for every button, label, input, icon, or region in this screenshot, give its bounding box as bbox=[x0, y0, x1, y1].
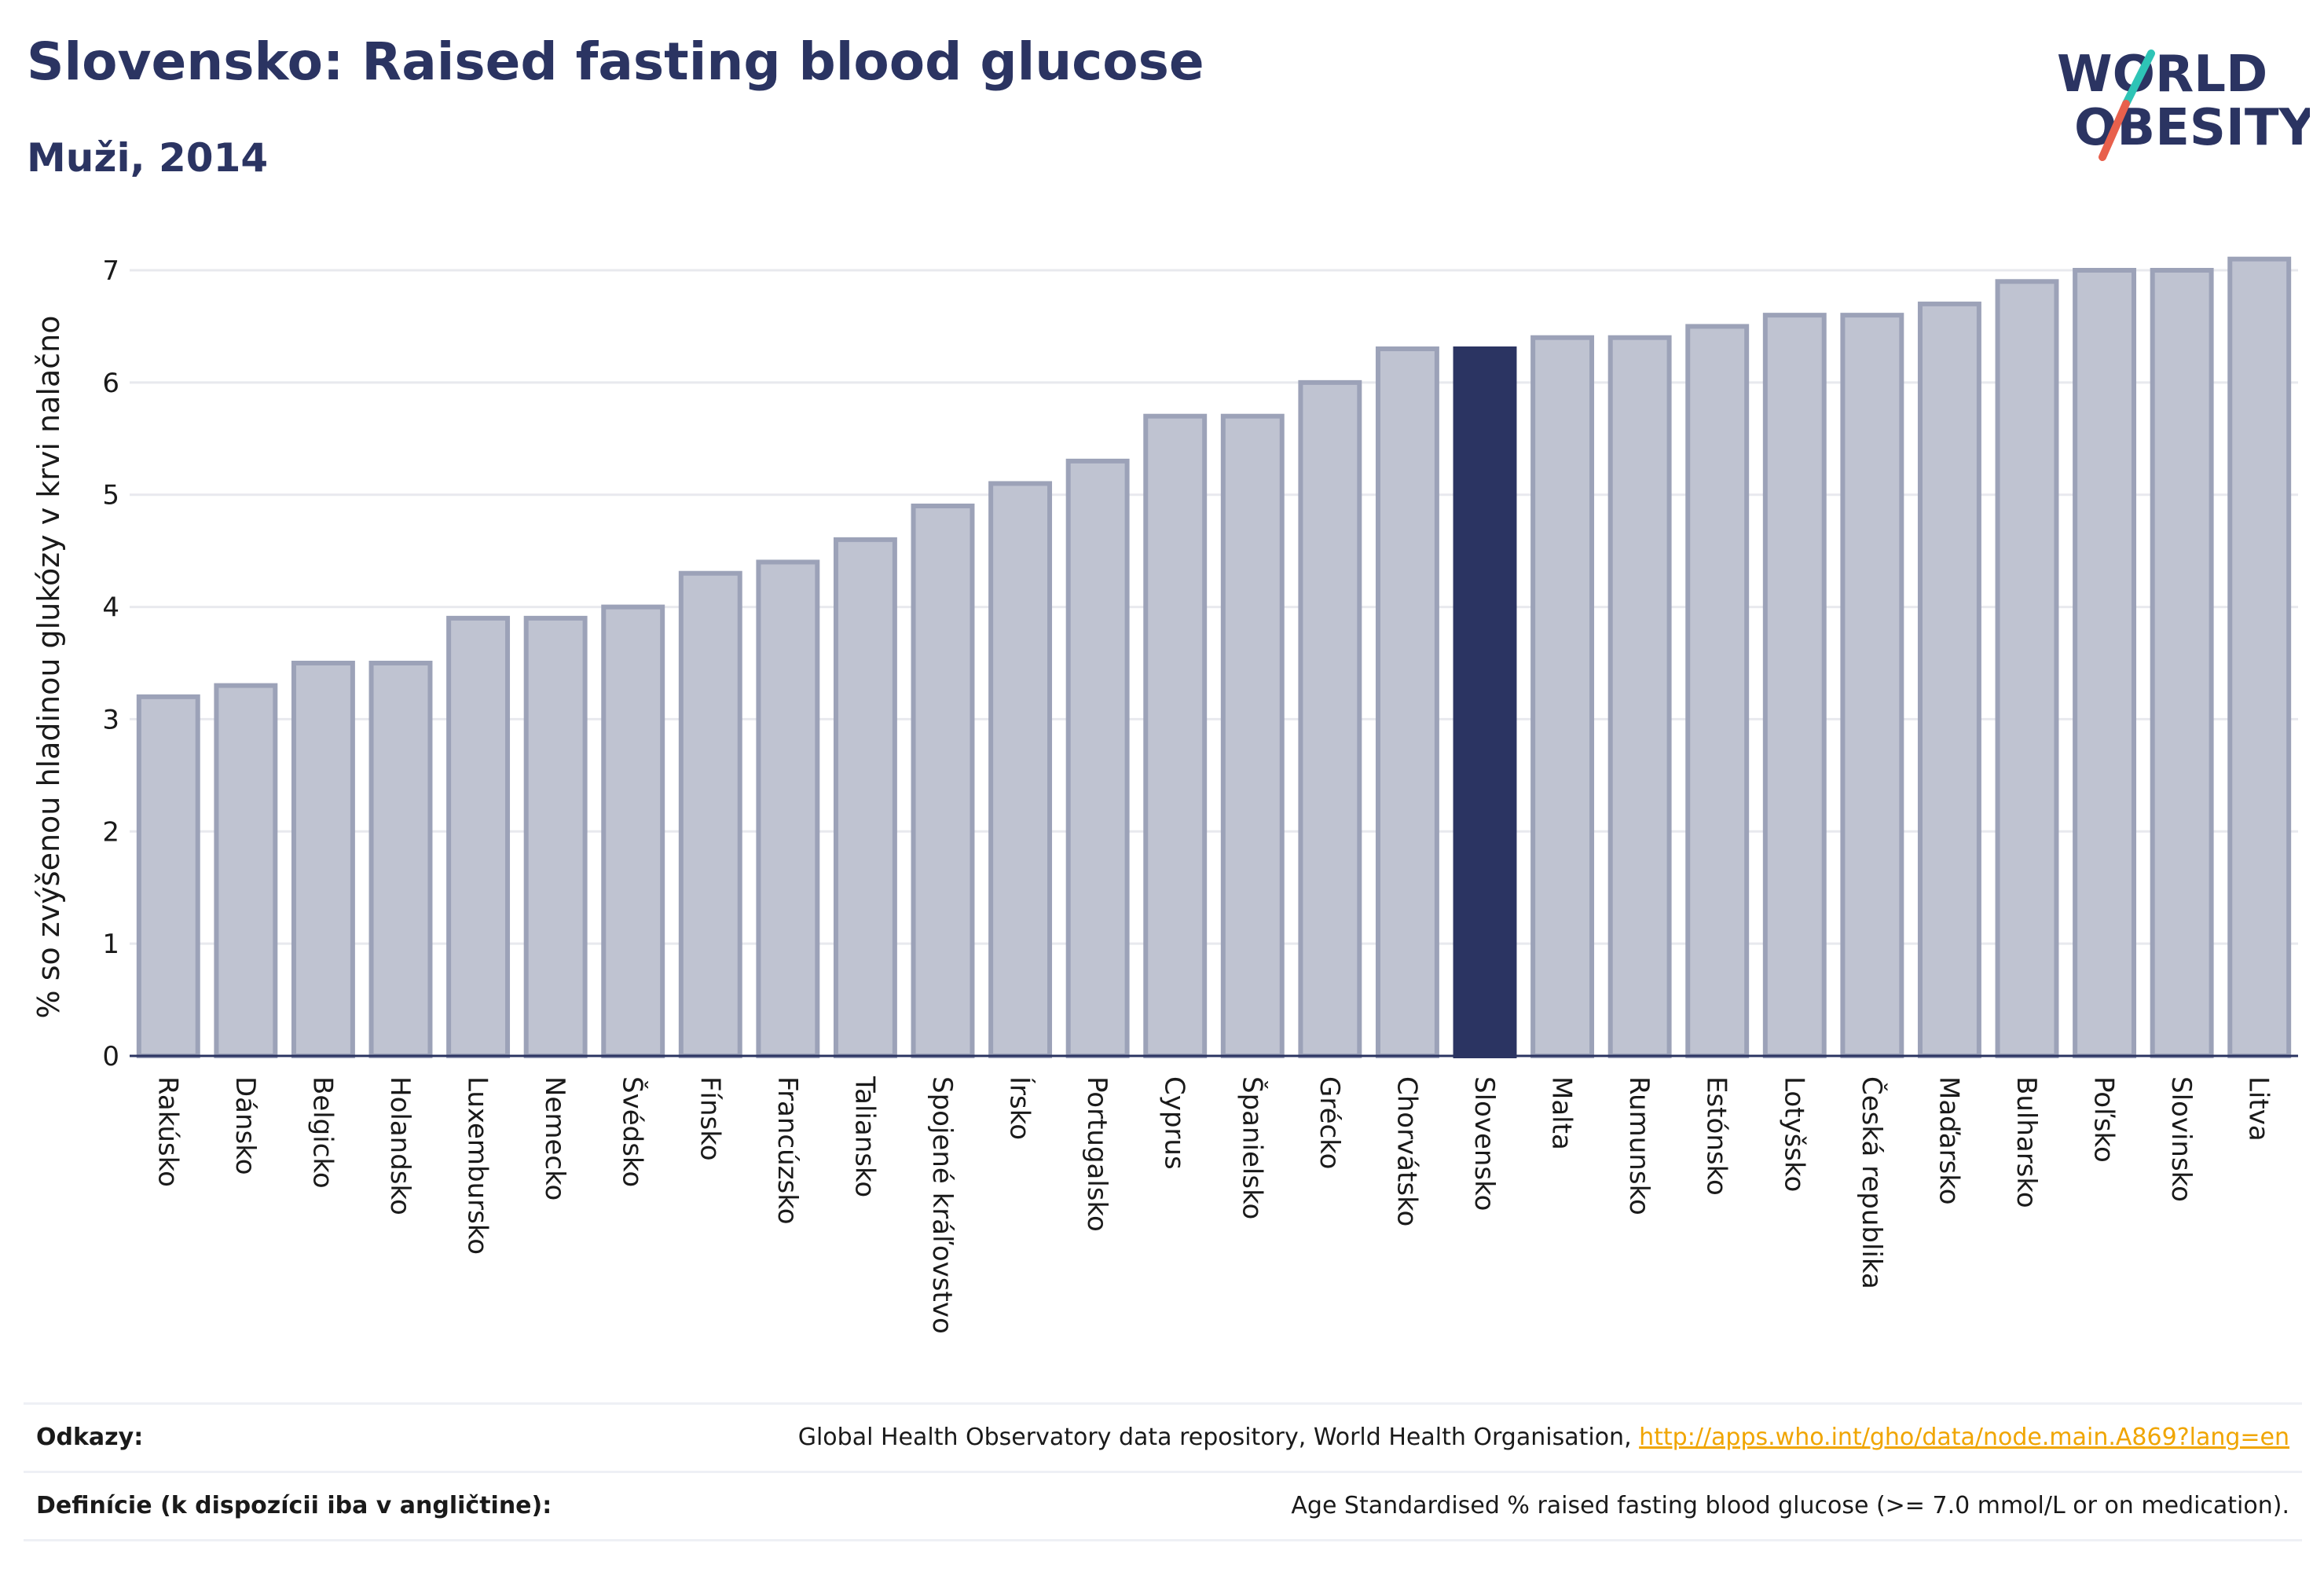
y-tick-label: 3 bbox=[102, 704, 119, 735]
x-tick-label: Írsko bbox=[1004, 1076, 1036, 1140]
bar-maďarsko[interactable] bbox=[1917, 301, 1981, 1059]
x-tick-label: Luxembursko bbox=[462, 1076, 493, 1255]
sources-text: Global Health Observatory data repositor… bbox=[797, 1424, 1640, 1451]
x-tick-label: Grécko bbox=[1314, 1076, 1345, 1169]
x-tick-label: Švédsko bbox=[617, 1076, 649, 1187]
bar-portugalsko[interactable] bbox=[1065, 458, 1130, 1058]
x-tick-label: Slovinsko bbox=[2165, 1076, 2197, 1202]
y-tick-label: 4 bbox=[102, 592, 119, 624]
footer: Odkazy: Global Health Observatory data r… bbox=[24, 1402, 2302, 1541]
bar-malta[interactable] bbox=[1530, 335, 1595, 1058]
bar-poľsko[interactable] bbox=[2073, 268, 2137, 1058]
x-tick-label: Litva bbox=[2243, 1076, 2275, 1142]
bar-luxembursko[interactable] bbox=[446, 615, 511, 1058]
x-axis-labels: Rakúsko Dánsko Belgicko Holandsko Luxembursk… bbox=[152, 1076, 2274, 1334]
x-tick-label: Fínsko bbox=[694, 1076, 725, 1161]
x-tick-label: Rakúsko bbox=[152, 1076, 183, 1187]
bar-rumunsko[interactable] bbox=[1607, 335, 1672, 1058]
bar-bulharsko[interactable] bbox=[1995, 279, 2059, 1058]
bar-holandsko[interactable] bbox=[368, 661, 433, 1058]
definitions-value: Age Standardised % raised fasting blood … bbox=[1291, 1492, 2289, 1519]
y-tick-label: 7 bbox=[102, 255, 119, 287]
x-tick-label: Taliansko bbox=[849, 1076, 880, 1197]
definitions-row: Definície (k dispozícii iba v angličtine… bbox=[24, 1471, 2302, 1541]
bar-belgicko[interactable] bbox=[291, 661, 355, 1058]
sources-link[interactable]: http://apps.who.int/gho/data/node.main.A… bbox=[1639, 1424, 2289, 1451]
x-tick-label: Maďarsko bbox=[1933, 1076, 1964, 1205]
x-tick-label: Estónsko bbox=[1701, 1076, 1732, 1196]
bar-dánsko[interactable] bbox=[214, 683, 278, 1058]
x-tick-label: Bulharsko bbox=[2011, 1076, 2042, 1208]
bars bbox=[136, 256, 2292, 1059]
definitions-label: Definície (k dispozícii iba v angličtine… bbox=[36, 1492, 552, 1519]
y-axis-label: % so zvýšenou hladinou glukózy v krvi na… bbox=[31, 316, 66, 1019]
logo-slash-red bbox=[2099, 100, 2130, 161]
bar-švédsko[interactable] bbox=[601, 604, 665, 1058]
x-tick-label: Spojené kráľovstvo bbox=[926, 1076, 958, 1334]
x-tick-label: Portugalsko bbox=[1081, 1076, 1113, 1232]
bar-lotyšsko[interactable] bbox=[1762, 313, 1827, 1058]
bar-rakúsko[interactable] bbox=[136, 694, 200, 1058]
bar-nemecko[interactable] bbox=[523, 615, 588, 1058]
world-obesity-logo[interactable]: WORLD OBESITY bbox=[2051, 38, 2310, 171]
bar-slovensko[interactable] bbox=[1453, 346, 1517, 1058]
x-tick-label: Slovensko bbox=[1468, 1076, 1500, 1211]
y-tick-label: 2 bbox=[102, 816, 119, 848]
x-tick-label: Francúzsko bbox=[772, 1076, 803, 1225]
x-tick-label: Cyprus bbox=[1159, 1076, 1190, 1170]
x-tick-label: Belgicko bbox=[306, 1076, 338, 1189]
y-tick-label: 6 bbox=[102, 368, 119, 399]
bar-česká-republika[interactable] bbox=[1840, 313, 1904, 1058]
x-tick-label: Nemecko bbox=[539, 1076, 570, 1200]
bar-írsko[interactable] bbox=[988, 481, 1053, 1058]
chart-title: Slovensko: Raised fasting blood glucose bbox=[27, 31, 1204, 92]
bar-chart: 0 1 2 3 4 5 6 7 Rakúsko Dánsko Belgicko Holandsko L… bbox=[31, 255, 2298, 1334]
y-tick-label: 1 bbox=[102, 929, 119, 960]
bar-chorvátsko[interactable] bbox=[1375, 346, 1439, 1058]
x-tick-label: Rumunsko bbox=[1623, 1076, 1655, 1215]
x-tick-label: Španielsko bbox=[1236, 1076, 1268, 1219]
bar-litva[interactable] bbox=[2227, 256, 2292, 1058]
x-tick-label: Holandsko bbox=[384, 1076, 416, 1215]
bar-estónsko[interactable] bbox=[1685, 324, 1750, 1058]
x-tick-label: Česká republika bbox=[1856, 1076, 1888, 1289]
y-tick-label: 5 bbox=[102, 480, 119, 511]
sources-label: Odkazy: bbox=[36, 1424, 144, 1451]
bar-francúzsko[interactable] bbox=[756, 559, 820, 1058]
y-axis-ticks: 0 1 2 3 4 5 6 7 bbox=[102, 255, 119, 1072]
bar-slovinsko[interactable] bbox=[2150, 268, 2214, 1058]
x-tick-label: Malta bbox=[1546, 1076, 1578, 1150]
logo-slash-teal bbox=[2122, 49, 2155, 108]
bar-cyprus[interactable] bbox=[1143, 413, 1208, 1058]
sources-row: Odkazy: Global Health Observatory data r… bbox=[24, 1402, 2302, 1471]
x-tick-label: Chorvátsko bbox=[1391, 1076, 1422, 1226]
bar-španielsko[interactable] bbox=[1220, 413, 1285, 1058]
y-tick-label: 0 bbox=[102, 1041, 119, 1072]
x-tick-label: Poľsko bbox=[2088, 1076, 2120, 1163]
bar-spojené-kráľovstvo[interactable] bbox=[911, 504, 975, 1058]
x-tick-label: Dánsko bbox=[229, 1076, 261, 1175]
chart-subtitle: Muži, 2014 bbox=[27, 135, 269, 181]
bar-fínsko[interactable] bbox=[678, 570, 742, 1058]
bar-grécko[interactable] bbox=[1298, 379, 1362, 1059]
x-tick-label: Lotyšsko bbox=[1778, 1076, 1809, 1192]
logo-line1: WORLD bbox=[2057, 46, 2267, 104]
bar-taliansko[interactable] bbox=[833, 537, 897, 1058]
sources-value: Global Health Observatory data repositor… bbox=[798, 1424, 2289, 1451]
